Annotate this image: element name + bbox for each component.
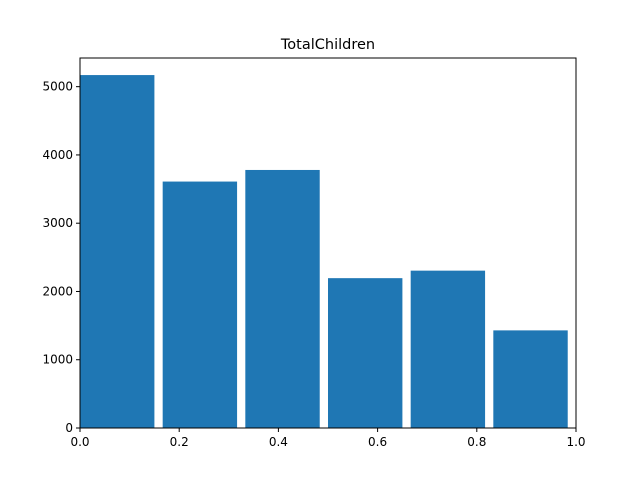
plot-frame [79, 57, 577, 429]
y-tick-label: 2000 [42, 284, 73, 298]
histogram-bar [410, 270, 486, 428]
bars-layer [80, 75, 568, 428]
histogram-bar [80, 75, 155, 428]
y-tick-label: 3000 [42, 216, 73, 230]
y-tick-label: 5000 [42, 80, 73, 94]
y-tick-label: 1000 [42, 353, 73, 367]
histogram-bar [245, 169, 320, 428]
y-tick-label: 0 [65, 421, 73, 435]
x-tick-label: 0.6 [368, 435, 387, 449]
histogram-bar [493, 330, 568, 428]
histogram-bar [328, 278, 403, 428]
y-tick-label: 4000 [42, 148, 73, 162]
ticks-layer: 0.0 0.2 0.4 0.6 0.8 1.0 0 1000 2000 3000 4000 5000 [42, 80, 585, 449]
x-tick-label: 0.4 [269, 435, 288, 449]
x-tick-label: 0.8 [467, 435, 486, 449]
chart-title: TotalChildren [280, 37, 375, 53]
x-tick-label: 0.2 [170, 435, 189, 449]
x-tick-label: 1.0 [566, 435, 585, 449]
histogram-bar [162, 181, 238, 428]
x-tick-label: 0.0 [70, 435, 89, 449]
